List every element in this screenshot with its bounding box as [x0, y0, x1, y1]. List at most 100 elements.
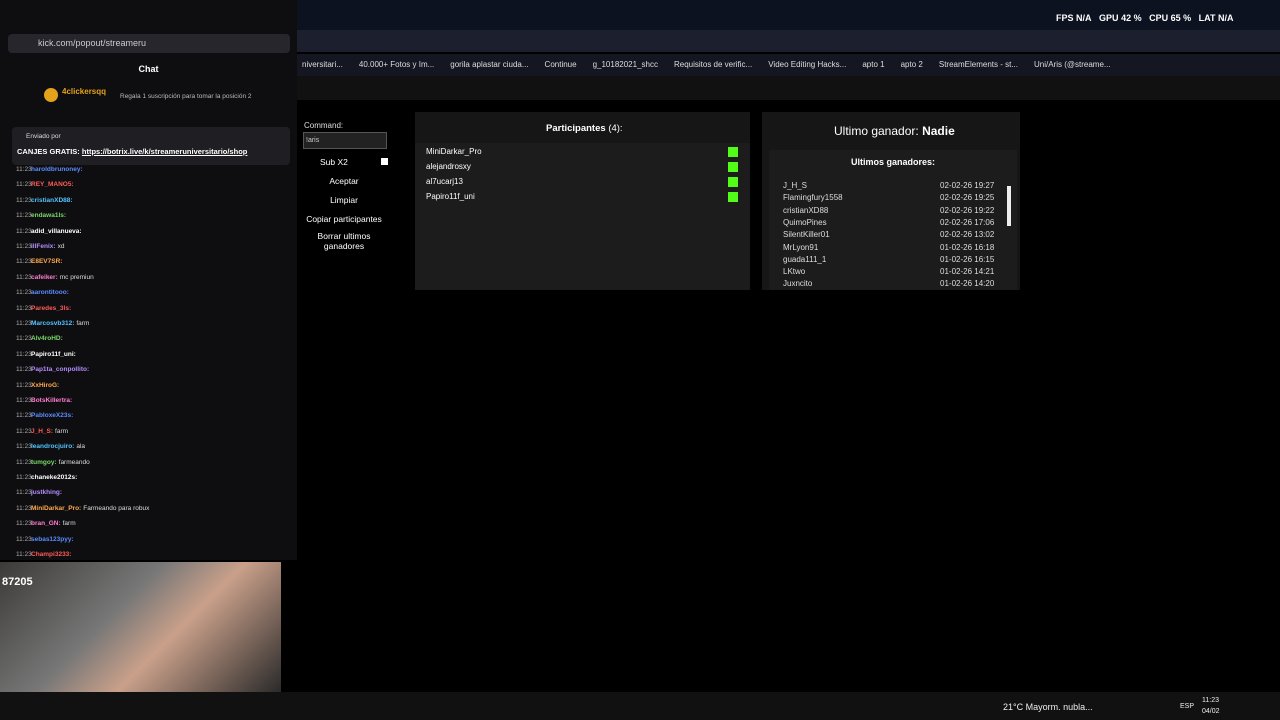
message-time: 11:23: [16, 381, 32, 389]
message-time: 11:23: [16, 427, 32, 435]
message-time: 11:23: [16, 335, 32, 343]
lat: N/A: [1218, 13, 1234, 23]
sub-toggle[interactable]: Sub X2: [320, 157, 348, 167]
bookmark[interactable]: StreamElements - st...: [938, 60, 1018, 69]
browser-titlebar: [297, 0, 1280, 30]
bookmark[interactable]: niversitari...: [302, 60, 343, 69]
url: kick.com/popout/streameru: [38, 38, 147, 48]
message-text: farm: [76, 320, 90, 327]
message-text: xd: [57, 243, 65, 250]
message-user: bran_GN:: [31, 520, 61, 528]
participant: alejandrosxy: [426, 162, 471, 171]
button[interactable]: Limpiar: [330, 195, 358, 205]
fps: N/A: [1076, 13, 1092, 23]
kick-icon: [728, 147, 738, 157]
language: ESP: [1180, 703, 1195, 710]
gpu-label: GPU: [1099, 13, 1119, 23]
message-user: leandrocjuiro:: [31, 443, 75, 451]
message-time: 11:23: [16, 273, 32, 281]
pinned-box: [12, 127, 290, 165]
message-user: adid_villanueva:: [31, 227, 82, 235]
overlay-stats: FPS N/A GPU 42 % CPU 65 % LAT N/A: [1056, 13, 1234, 23]
message-user: Marcosvb312:: [31, 320, 75, 327]
winner-row-name: SilentKiller01: [783, 230, 830, 240]
message-time: 11:23: [16, 458, 32, 466]
message-user: aarontitooo:: [31, 289, 69, 297]
lat-label: LAT: [1198, 13, 1216, 23]
message-time: 11:23: [16, 212, 32, 220]
clock-date: 04/02: [1202, 708, 1220, 715]
message-time: 11:23: [16, 166, 32, 173]
winner-row-date: 01-02-26 14:20: [940, 279, 995, 289]
winner-row-name: Flamingfury1558: [783, 193, 843, 203]
button[interactable]: Aceptar: [329, 176, 359, 186]
message-time: 11:23: [16, 397, 32, 404]
message-user: endawa1ls:: [31, 212, 67, 220]
message-time: 11:23: [16, 181, 32, 189]
participant: MiniDarkar_Pro: [426, 147, 482, 156]
message-user: sebas123pyy:: [31, 535, 74, 543]
participants-title: Participantes: [546, 123, 606, 134]
winner-row-name: LKtwo: [783, 267, 806, 277]
message-user: cristianXD88:: [31, 196, 73, 204]
bookmark[interactable]: Uni/Aris (@streame...: [1034, 60, 1111, 69]
message-user: haroldbrunoney:: [31, 166, 83, 173]
message-text: mc premiun: [59, 273, 94, 281]
bookmark[interactable]: gorila aplastar ciuda...: [450, 60, 529, 69]
fps-label: FPS: [1056, 13, 1074, 23]
gifter-name: 4clickersqq: [62, 87, 107, 96]
clock-time: 11:23: [1202, 697, 1219, 704]
message-time: 11:23: [16, 412, 32, 420]
message-time: 11:23: [16, 474, 32, 481]
bookmark[interactable]: g_10182021_shcc: [592, 60, 658, 69]
winner-row-date: 01-02-26 16:15: [940, 254, 995, 264]
message-user: BotsKillertra:: [31, 397, 73, 404]
button[interactable]: Borrar ultimos ganadores: [317, 231, 371, 251]
cpu: 65 %: [1170, 13, 1192, 23]
button[interactable]: Copiar participantes: [306, 214, 382, 224]
message-user: J_H_S:: [31, 427, 54, 435]
pinned-link[interactable]: https://botrix.live/k/streameruniversita…: [81, 147, 248, 156]
winner-row-name: guada111_1: [783, 254, 827, 264]
message-user: Alv4roHD:: [31, 335, 63, 343]
message-time: 11:23: [16, 243, 32, 250]
message-user: chaneke2012s:: [31, 474, 78, 481]
message-time: 11:23: [16, 366, 32, 374]
command-input[interactable]: !aris: [303, 132, 387, 149]
address-bar: [8, 34, 290, 53]
checkbox[interactable]: [381, 158, 388, 165]
message-time: 11:23: [16, 350, 32, 358]
participant: al7ucarj13: [426, 177, 463, 186]
kick-icon: [728, 192, 738, 202]
bookmark[interactable]: Continue: [544, 60, 577, 69]
winner-row-name: MrLyon91: [783, 242, 819, 252]
winner-name: Nadie: [922, 124, 955, 138]
winner-row-name: QuimoPines: [783, 217, 827, 227]
participant: Papiro11f_uni: [426, 192, 475, 201]
message-user: illFenix:: [31, 243, 56, 250]
message-user: Pap1ta_conpollito:: [31, 366, 90, 374]
bookmark[interactable]: apto 2: [900, 60, 923, 69]
message-user: XxHiroG:: [31, 381, 60, 389]
message-time: 11:23: [16, 196, 32, 204]
bookmark[interactable]: 40.000+ Fotos y Im...: [358, 60, 435, 69]
winner-row-date: 02-02-26 19:25: [940, 193, 995, 203]
taskbar: [0, 692, 1280, 720]
page-header: [297, 76, 1280, 100]
gifter-text: Regala 1 suscripción para tomar la posic…: [120, 93, 252, 100]
bookmark[interactable]: Video Editing Hacks...: [768, 60, 847, 69]
winner-row-date: 01-02-26 16:18: [940, 242, 995, 252]
bookmark[interactable]: Requisitos de verific...: [673, 60, 753, 69]
recent-title: Ultimos ganadores:: [850, 157, 935, 167]
message-time: 11:23: [16, 258, 32, 266]
message-time: 11:23: [16, 489, 32, 497]
message-user: cafeiker:: [31, 273, 58, 281]
bookmark[interactable]: apto 1: [862, 60, 885, 69]
gpu: 42 %: [1121, 13, 1142, 23]
winner-row-name: cristianXD88: [783, 205, 829, 215]
viewer-count: 87205: [2, 576, 33, 588]
winner-label: Ultimo ganador:: [834, 124, 919, 138]
winner-row-date: 02-02-26 17:06: [940, 217, 995, 227]
participants-list-bg: [415, 143, 750, 290]
message-text: farm: [55, 427, 69, 435]
